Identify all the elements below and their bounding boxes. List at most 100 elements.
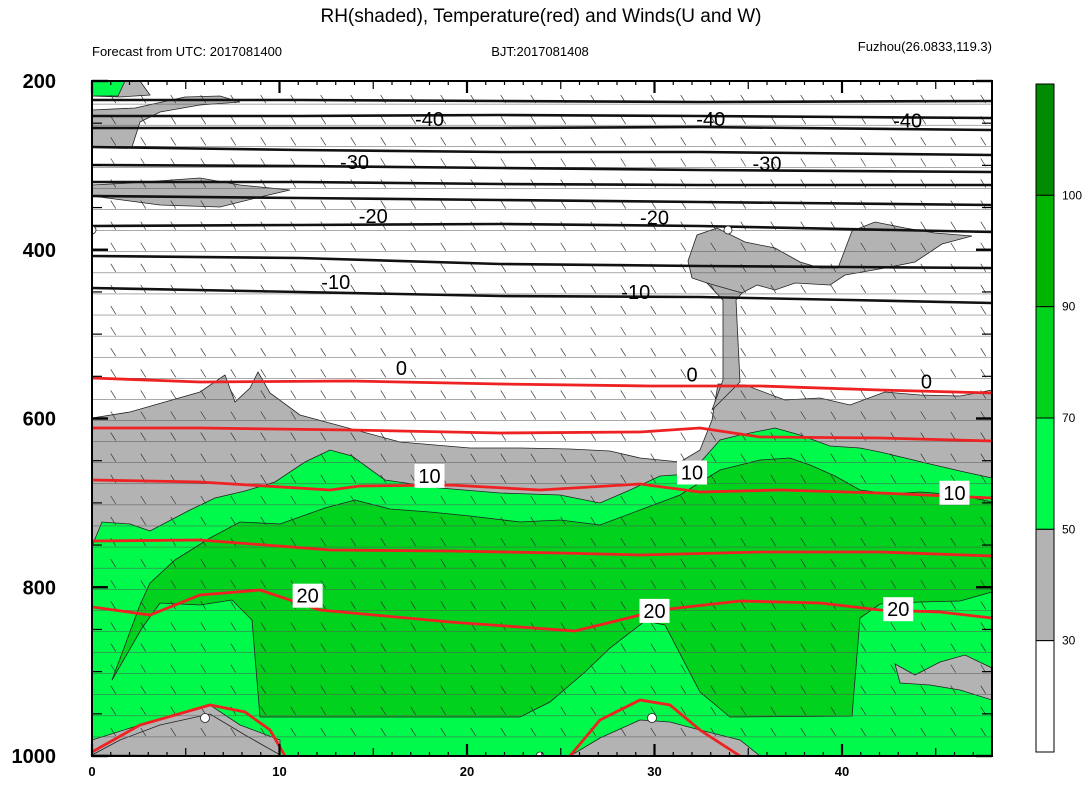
- wind-barb: [230, 242, 237, 251]
- wind-barb: [680, 727, 687, 737]
- wind-barb: [800, 453, 807, 462]
- wind-barb: [290, 727, 297, 737]
- wind-barb: [410, 242, 417, 251]
- wind-barb: [470, 558, 477, 568]
- wind-barb: [860, 622, 867, 631]
- wind-barb: [200, 390, 207, 399]
- isotherm-labels: -40 -40 -40 -30 -30 -20 -20 -10 -10 0 0 0 10 10 10 20 20…: [292, 109, 970, 623]
- wind-barb: [740, 390, 747, 399]
- wind-barb: [560, 558, 567, 568]
- colorbar-label: 90: [1062, 300, 1076, 314]
- wind-barb: [710, 706, 717, 715]
- wind-barb: [410, 116, 417, 125]
- wind-barb: [350, 263, 357, 273]
- wind-barb: [920, 558, 927, 568]
- wind-barb: [590, 390, 597, 399]
- wind-barb: [110, 580, 117, 589]
- wind-barb: [980, 601, 987, 610]
- wind-barb: [680, 537, 687, 547]
- wind-barb: [770, 580, 777, 589]
- wind-barb: [200, 200, 207, 209]
- wind-barb: [470, 601, 477, 610]
- wind-barb: [740, 369, 747, 378]
- wind-barb: [140, 200, 147, 209]
- x-axis: 0 10 20 30 40: [88, 81, 993, 779]
- wind-barb: [620, 158, 627, 167]
- wind-barb: [260, 116, 267, 125]
- wind-barb: [440, 326, 447, 336]
- wind-barb: [800, 390, 807, 399]
- wind-barb: [680, 516, 687, 526]
- wind-barb: [380, 685, 387, 694]
- wind-barb: [950, 516, 957, 526]
- wind-barb: [110, 622, 117, 631]
- wind-barb: [440, 537, 447, 547]
- wind-barb: [110, 601, 117, 610]
- wind-barb: [110, 495, 117, 505]
- wind-barb: [530, 643, 537, 652]
- wind-barb: [230, 200, 237, 209]
- wind-barb: [830, 516, 837, 526]
- wind-barb: [530, 685, 537, 694]
- wind-barb: [920, 685, 927, 694]
- wind-barb: [980, 432, 987, 441]
- wind-barb: [680, 643, 687, 652]
- wind-barb: [170, 200, 177, 209]
- wind-barb: [290, 706, 297, 715]
- wind-barb: [740, 348, 747, 357]
- wind-barb: [830, 137, 837, 146]
- wind-barb: [470, 369, 477, 378]
- wind-barb: [680, 432, 687, 441]
- wind-barb: [140, 305, 147, 315]
- wind-barb: [560, 326, 567, 336]
- wind-barb: [470, 727, 477, 737]
- wind-barb: [710, 537, 717, 547]
- wind-barb: [320, 390, 327, 399]
- wind-barb: [290, 664, 297, 673]
- colorbar-label: 50: [1062, 522, 1076, 536]
- colorbar-swatch: [1035, 528, 1055, 642]
- wind-barb: [200, 411, 207, 420]
- wind-barb: [650, 727, 657, 737]
- wind-barb: [800, 580, 807, 589]
- wind-barb: [290, 474, 297, 483]
- wind-barb: [170, 685, 177, 694]
- wind-barb: [410, 326, 417, 336]
- wind-barb: [410, 158, 417, 167]
- wind-barb: [650, 622, 657, 631]
- wind-barb: [260, 580, 267, 589]
- wind-barb: [200, 116, 207, 125]
- wind-barb: [860, 326, 867, 336]
- wind-barb: [860, 706, 867, 715]
- wind-barb: [140, 495, 147, 505]
- wind-barb: [290, 622, 297, 631]
- wind-barb: [890, 580, 897, 589]
- wind-barb: [500, 326, 507, 336]
- wind-barb: [920, 453, 927, 462]
- wind-barb: [140, 580, 147, 589]
- wind-barb: [230, 390, 237, 399]
- wind-barb: [110, 369, 117, 378]
- wind-barb: [170, 305, 177, 315]
- wind-barb: [140, 622, 147, 631]
- wind-barb: [740, 706, 747, 715]
- wind-barb: [860, 242, 867, 251]
- wind-barb: [920, 348, 927, 357]
- wind-barb: [170, 369, 177, 378]
- wind-barb: [320, 242, 327, 251]
- wind-barb: [380, 706, 387, 715]
- wind-barb: [440, 221, 447, 230]
- wind-barb: [380, 664, 387, 673]
- wind-barb: [410, 727, 417, 737]
- wind-barb: [980, 221, 987, 230]
- wind-barb: [320, 137, 327, 146]
- wind-barb: [200, 516, 207, 526]
- wind-barb: [350, 116, 357, 125]
- wind-barb: [140, 664, 147, 673]
- wind-barb: [950, 580, 957, 589]
- wind-barb: [590, 685, 597, 694]
- wind-barb: [800, 643, 807, 652]
- wind-barb: [680, 137, 687, 146]
- wind-barb: [890, 137, 897, 146]
